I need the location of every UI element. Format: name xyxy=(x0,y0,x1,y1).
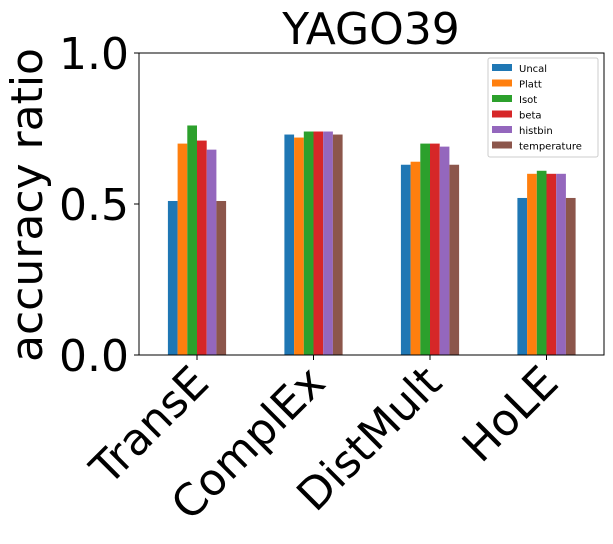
legend-label-beta: beta xyxy=(519,111,542,122)
y-axis-label: accuracy ratio xyxy=(2,48,53,362)
bar-histbin-complex xyxy=(323,131,333,355)
bar-uncal-complex xyxy=(284,134,295,355)
bar-platt-distmult xyxy=(410,161,421,355)
bar-histbin-hole xyxy=(556,173,566,355)
bar-uncal-distmult xyxy=(400,164,411,355)
bar-uncal-hole xyxy=(517,197,528,355)
bar-temperature-complex xyxy=(332,134,343,355)
bar-isot-complex xyxy=(303,131,314,355)
y-tick-label: 1.0 xyxy=(59,29,129,80)
bars-group xyxy=(167,125,576,355)
bar-isot-hole xyxy=(536,170,547,355)
legend-label-histbin: histbin xyxy=(519,126,553,137)
legend-swatch-uncal xyxy=(492,64,512,71)
bar-beta-transe xyxy=(197,140,207,355)
bar-beta-complex xyxy=(313,131,324,355)
legend-label-isot: Isot xyxy=(519,95,537,106)
legend-swatch-temperature xyxy=(492,141,512,149)
legend-swatch-isot xyxy=(492,95,512,102)
bar-beta-distmult xyxy=(430,143,440,355)
bar-histbin-transe xyxy=(206,149,217,355)
legend: Uncal Platt Isot beta histbin temperature xyxy=(487,57,599,158)
legend-label-uncal: Uncal xyxy=(519,64,547,75)
legend-swatch-platt xyxy=(492,79,512,87)
bar-temperature-distmult xyxy=(449,164,460,355)
bar-temperature-transe xyxy=(216,200,227,355)
legend-label-platt: Platt xyxy=(519,80,542,91)
bar-platt-transe xyxy=(177,143,188,355)
chart-title: YAGO39 xyxy=(281,4,460,55)
y-tick-label: 0.0 xyxy=(59,331,129,382)
bar-platt-hole xyxy=(527,173,537,355)
legend-frame xyxy=(487,57,599,158)
legend-swatch-histbin xyxy=(492,126,512,133)
bar-beta-hole xyxy=(546,173,557,355)
bar-uncal-transe xyxy=(167,200,178,355)
legend-label-temperature: temperature xyxy=(519,142,582,153)
bar-histbin-distmult xyxy=(439,146,450,355)
bar-isot-transe xyxy=(187,125,197,355)
bar-isot-distmult xyxy=(420,143,430,355)
legend-swatch-beta xyxy=(492,110,512,118)
y-tick-label: 0.5 xyxy=(59,180,129,231)
bar-platt-complex xyxy=(294,137,304,355)
x-tick-label-hole: HoLE xyxy=(453,357,568,472)
bar-temperature-hole xyxy=(565,197,576,355)
